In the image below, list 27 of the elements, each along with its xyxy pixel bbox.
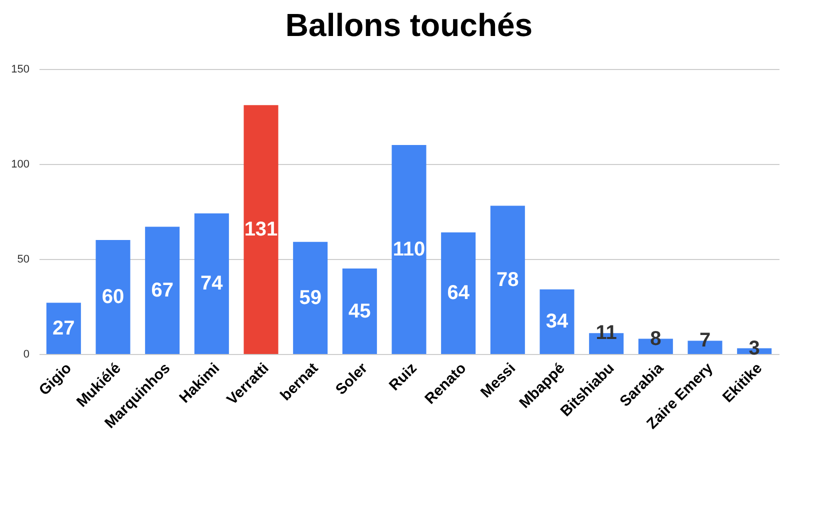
data-label: 67 (151, 279, 174, 302)
bar (145, 226, 180, 354)
chart-title: Ballons touchés (285, 7, 533, 43)
bar (46, 302, 81, 354)
bar (96, 240, 130, 354)
bar (540, 289, 574, 354)
y-tick-label: 100 (11, 158, 30, 170)
data-label: 74 (200, 272, 224, 295)
data-label: 59 (299, 286, 322, 309)
bar (342, 268, 377, 354)
data-label: 64 (447, 282, 470, 304)
data-label: 60 (102, 286, 124, 308)
data-label: 110 (392, 238, 426, 260)
y-tick-label: 0 (23, 348, 30, 360)
data-label: 45 (348, 300, 371, 322)
bar (392, 145, 426, 354)
y-tick-label: 150 (11, 64, 30, 76)
data-label: 34 (546, 310, 569, 333)
bar (194, 213, 229, 354)
data-label: 27 (52, 317, 75, 340)
bar (490, 206, 525, 354)
data-label: 131 (244, 218, 278, 241)
bar (293, 242, 328, 354)
y-tick-label: 50 (17, 254, 30, 266)
bar (441, 232, 476, 354)
bar (244, 105, 278, 354)
data-label: 78 (496, 268, 519, 291)
